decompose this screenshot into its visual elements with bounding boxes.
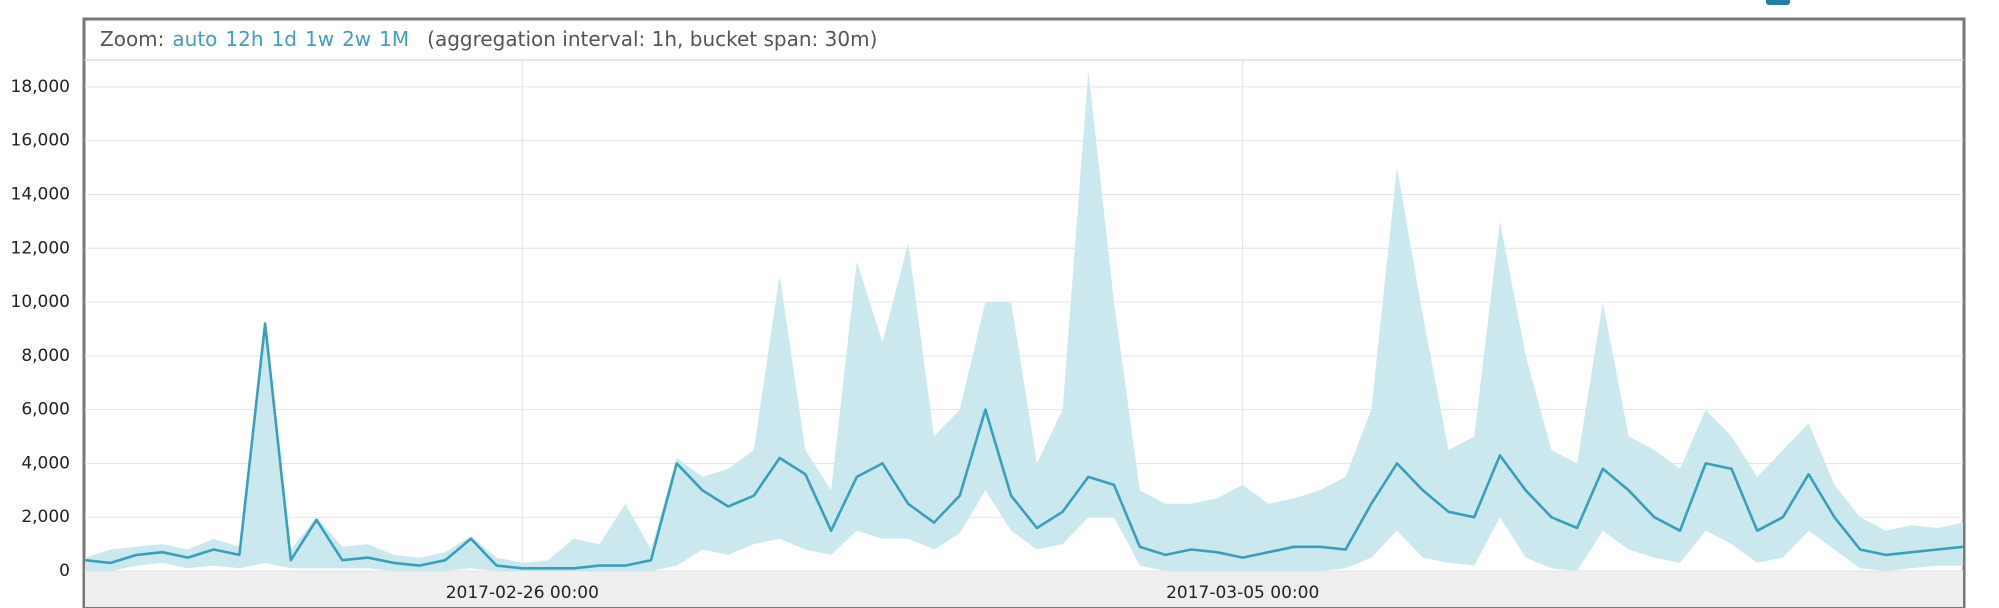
zoom-option[interactable]: 1d xyxy=(272,27,297,51)
zoom-option[interactable]: 1M xyxy=(379,27,409,51)
y-tick-label: 14,000 xyxy=(11,184,70,204)
y-tick-label: 10,000 xyxy=(11,292,70,312)
control-icon xyxy=(1766,0,1790,5)
y-tick-label: 18,000 xyxy=(11,77,70,97)
zoom-option[interactable]: 2w xyxy=(342,27,371,51)
x-axis-band xyxy=(85,571,1963,607)
y-tick-label: 8,000 xyxy=(21,346,70,366)
zoom-option[interactable]: 1w xyxy=(305,27,334,51)
zoom-note: (aggregation interval: 1h, bucket span: … xyxy=(427,27,877,51)
zoom-bar: Zoom: auto 12h 1d 1w 2w 1M (aggregation interva… xyxy=(100,27,877,51)
y-tick-label: 12,000 xyxy=(11,238,70,258)
zoom-option[interactable]: 12h xyxy=(225,27,263,51)
zoom-label: Zoom: xyxy=(100,27,164,51)
x-tick-label: 2017-02-26 00:00 xyxy=(446,583,599,603)
x-tick-label: 2017-03-05 00:00 xyxy=(1166,583,1319,603)
y-tick-label: 2,000 xyxy=(21,507,70,527)
y-tick-label: 16,000 xyxy=(11,131,70,151)
y-tick-label: 6,000 xyxy=(21,400,70,420)
y-tick-label: 0 xyxy=(59,561,70,581)
value-line xyxy=(84,322,1964,570)
y-tick-label: 4,000 xyxy=(21,453,70,473)
bounds-band xyxy=(85,70,1963,572)
zoom-option[interactable]: auto xyxy=(172,27,217,51)
